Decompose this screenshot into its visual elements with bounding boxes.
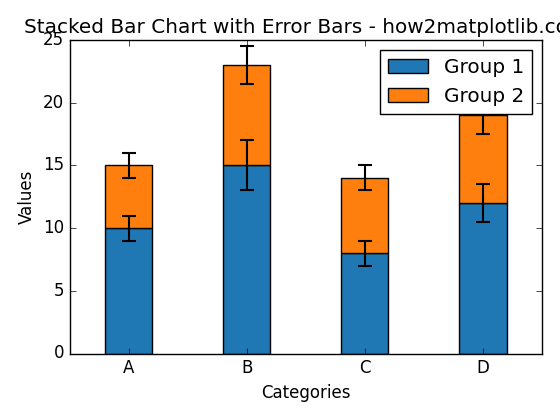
Title: Stacked Bar Chart with Error Bars - how2matplotlib.com: Stacked Bar Chart with Error Bars - how2… [24, 18, 560, 37]
Bar [341, 178, 389, 253]
Bar [341, 253, 389, 354]
Bar [105, 228, 152, 354]
Y-axis label: Values: Values [18, 170, 36, 224]
Bar [459, 115, 507, 203]
Bar [105, 165, 152, 228]
Bar [223, 165, 270, 354]
Legend: Group 1, Group 2: Group 1, Group 2 [380, 50, 532, 114]
X-axis label: Categories: Categories [261, 384, 351, 402]
Bar [459, 203, 507, 354]
Bar [223, 65, 270, 165]
